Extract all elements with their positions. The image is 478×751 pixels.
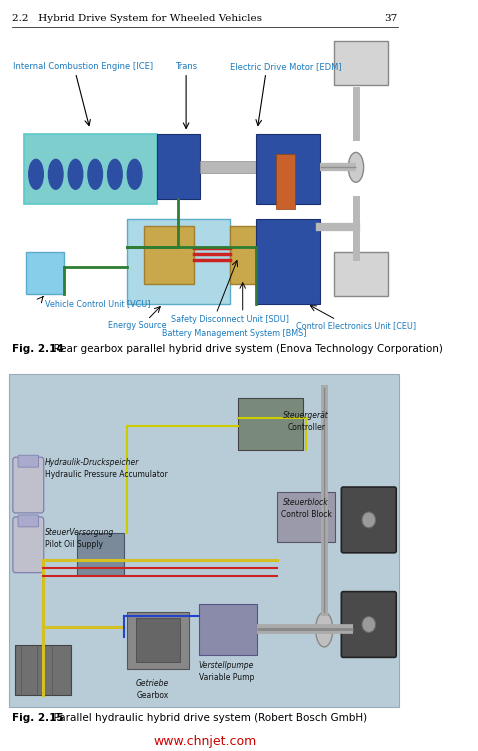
FancyBboxPatch shape bbox=[77, 533, 124, 575]
Text: Getriebe: Getriebe bbox=[136, 680, 169, 688]
Text: Steuergerät: Steuergerät bbox=[283, 412, 329, 421]
Text: Battery Management System [BMS]: Battery Management System [BMS] bbox=[162, 329, 306, 338]
Ellipse shape bbox=[88, 159, 102, 189]
FancyBboxPatch shape bbox=[256, 134, 320, 204]
Text: Gearbox: Gearbox bbox=[137, 691, 169, 700]
FancyBboxPatch shape bbox=[15, 645, 71, 695]
Ellipse shape bbox=[362, 617, 376, 632]
Text: Trans: Trans bbox=[175, 62, 197, 71]
Text: Safety Disconnect Unit [SDU]: Safety Disconnect Unit [SDU] bbox=[171, 315, 289, 324]
Text: Steuerblock: Steuerblock bbox=[283, 498, 329, 507]
FancyBboxPatch shape bbox=[13, 517, 44, 573]
FancyBboxPatch shape bbox=[157, 134, 200, 199]
Text: Vehicle Control Unit [VCU]: Vehicle Control Unit [VCU] bbox=[44, 299, 150, 308]
Text: SteuerVersorgung: SteuerVersorgung bbox=[44, 528, 114, 537]
Text: Verstellpumpe: Verstellpumpe bbox=[199, 662, 254, 671]
Text: Controller: Controller bbox=[287, 424, 325, 433]
Ellipse shape bbox=[48, 159, 63, 189]
Ellipse shape bbox=[29, 159, 43, 189]
Ellipse shape bbox=[108, 159, 122, 189]
FancyBboxPatch shape bbox=[335, 41, 388, 85]
Text: Pilot Oil Supply: Pilot Oil Supply bbox=[44, 540, 103, 549]
FancyBboxPatch shape bbox=[341, 487, 396, 553]
FancyBboxPatch shape bbox=[230, 226, 271, 284]
FancyBboxPatch shape bbox=[24, 134, 157, 204]
Text: 2.2   Hybrid Drive System for Wheeled Vehicles: 2.2 Hybrid Drive System for Wheeled Vehi… bbox=[12, 14, 262, 23]
Text: Electric Drive Motor [EDM]: Electric Drive Motor [EDM] bbox=[230, 62, 341, 71]
FancyBboxPatch shape bbox=[135, 617, 180, 662]
FancyBboxPatch shape bbox=[276, 155, 295, 210]
FancyBboxPatch shape bbox=[13, 457, 44, 513]
Text: Hydraulic Pressure Accumulator: Hydraulic Pressure Accumulator bbox=[44, 470, 167, 479]
FancyBboxPatch shape bbox=[335, 252, 388, 296]
Text: www.chnjet.com: www.chnjet.com bbox=[153, 735, 257, 748]
Text: Control Electronics Unit [CEU]: Control Electronics Unit [CEU] bbox=[296, 321, 416, 330]
Text: Hydraulik-Druckspeicher: Hydraulik-Druckspeicher bbox=[44, 458, 139, 467]
FancyBboxPatch shape bbox=[127, 219, 230, 304]
FancyBboxPatch shape bbox=[256, 219, 320, 304]
FancyBboxPatch shape bbox=[127, 611, 189, 669]
FancyBboxPatch shape bbox=[277, 492, 336, 541]
Text: Internal Combustion Engine [ICE]: Internal Combustion Engine [ICE] bbox=[13, 62, 153, 71]
Ellipse shape bbox=[348, 152, 364, 182]
FancyBboxPatch shape bbox=[18, 515, 39, 527]
FancyBboxPatch shape bbox=[341, 592, 396, 657]
FancyBboxPatch shape bbox=[26, 252, 65, 294]
Ellipse shape bbox=[315, 612, 333, 647]
FancyBboxPatch shape bbox=[199, 604, 257, 656]
Text: 37: 37 bbox=[385, 14, 398, 23]
FancyBboxPatch shape bbox=[200, 161, 256, 173]
Ellipse shape bbox=[127, 159, 142, 189]
Ellipse shape bbox=[68, 159, 83, 189]
Ellipse shape bbox=[362, 512, 376, 528]
FancyBboxPatch shape bbox=[239, 399, 303, 450]
Text: Control Block: Control Block bbox=[281, 510, 332, 519]
Text: Rear gearbox parallel hybrid drive system (Enova Technology Corporation): Rear gearbox parallel hybrid drive syste… bbox=[47, 344, 443, 354]
FancyBboxPatch shape bbox=[9, 373, 399, 707]
Text: Parallel hydraulic hybrid drive system (Robert Bosch GmbH): Parallel hydraulic hybrid drive system (… bbox=[47, 713, 367, 723]
Text: Variable Pump: Variable Pump bbox=[199, 674, 254, 683]
Text: Fig. 2.15: Fig. 2.15 bbox=[12, 713, 64, 723]
FancyBboxPatch shape bbox=[18, 455, 39, 467]
FancyBboxPatch shape bbox=[144, 226, 194, 284]
Text: Energy Source: Energy Source bbox=[108, 321, 166, 330]
Text: Fig. 2.14: Fig. 2.14 bbox=[12, 344, 64, 354]
